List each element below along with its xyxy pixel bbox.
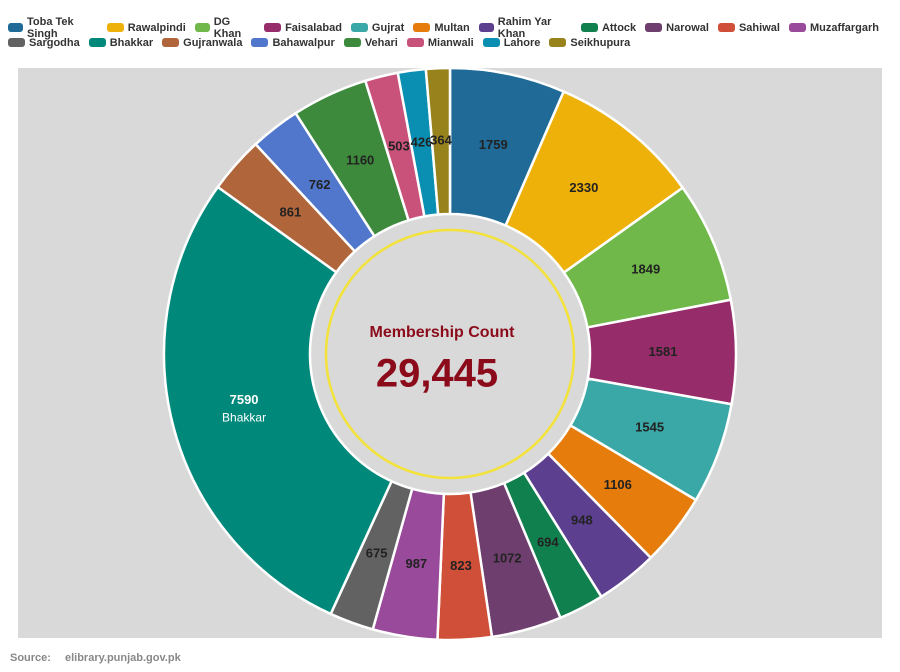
legend-swatch [88,38,106,47]
legend-item: Attock [580,21,637,34]
legend-swatch [717,23,735,32]
value-label: 1849 [631,261,660,276]
slice [424,66,452,216]
legend-label: Muzaffargarh [809,21,879,34]
legend-swatch [482,38,500,47]
legend-label: Bhakkar [109,36,154,49]
legend-swatch [350,23,368,32]
legend-label: Gujranwala [183,36,243,49]
value-label: 823 [450,558,472,573]
legend-swatch [788,23,806,32]
value-label: 987 [405,556,427,571]
legend-swatch [251,38,269,47]
legend-swatch [162,38,180,47]
value-label: 861 [280,204,302,219]
donut-hole [322,226,578,482]
value-label: 364 [430,133,452,148]
legend-swatch [549,38,567,47]
value-label: 694 [537,535,559,550]
legend-item: Seikhupura [549,37,630,49]
legend-row: Sargodha Bhakkar Gujranwala Bahawalpur Vehar… [8,35,888,50]
legend-swatch [8,23,23,32]
legend-item: Lahore [482,36,541,49]
value-label: 1160 [346,152,374,167]
legend-label: Mianwali [427,36,474,49]
legend-item: Faisalabad [264,22,342,34]
legend-swatch [645,23,663,32]
legend-label: Attock [601,21,637,34]
value-label: 2330 [569,180,598,195]
legend-label: Faisalabad [285,21,342,34]
source-text: elibrary.punjab.gov.pk [64,652,181,664]
legend-label: DG Khan [213,15,242,40]
legend-label: Rahim Yar Khan [497,15,552,40]
legend-label: Toba Tek Singh [26,15,74,40]
legend-label: Lahore [503,36,541,49]
legend-swatch [8,38,25,47]
legend-item: Muzaffargarh [788,21,879,34]
legend-item: Rahim Yar Khan [478,15,572,40]
legend-item: Rawalpindi [106,21,186,34]
legend-swatch [478,23,494,32]
value-label: 1072 [493,551,522,566]
value-label: 1545 [635,420,664,435]
center-value: 29,445 [376,352,498,396]
value-label: 675 [366,545,388,560]
legend-label: Seikhupura [570,36,631,49]
legend-swatch [106,23,124,32]
legend-item: Mianwali [406,36,474,49]
slices: 1759 2330 1849 1581 1545 1106 948 694 1072 823 987… [162,66,738,642]
legend-label: Bahawalpur [272,36,335,49]
legend-swatch [343,38,361,47]
legend: Toba Tek Singh Rawalpindi DG Khan Faisalaba… [8,16,888,50]
legend-label: Sargodha [29,36,80,49]
source-label: Source: [10,652,51,664]
legend-item: Sahiwal [717,21,780,34]
legend-item: Gujrat [350,21,405,34]
legend-swatch [264,23,282,32]
value-label: 426 [411,134,433,149]
legend-item: Bhakkar [88,36,154,49]
legend-item: Sargodha [8,37,80,49]
value-label: 1581 [649,344,678,359]
value-label: 948 [571,513,593,528]
legend-label: Sahiwal [738,21,780,34]
center-ring [324,228,576,480]
legend-swatch [413,23,431,32]
slice [162,185,394,616]
legend-row: Toba Tek Singh Rawalpindi DG Khan Faisalaba… [8,16,888,40]
center-title: Membership Count [370,324,516,341]
legend-label: Vehari [364,36,398,49]
legend-label: Rawalpindi [127,21,186,34]
legend-item: Bahawalpur [251,36,335,49]
legend-swatch [194,23,210,32]
legend-item: DG Khan [194,15,255,40]
legend-item: Vehari [343,36,398,49]
legend-item: Toba Tek Singh [8,16,98,40]
legend-item: Multan [413,21,470,34]
value-label: 7590 [230,392,259,407]
slice-category-label: Bhakkar [222,411,266,425]
value-label: 762 [309,177,331,192]
value-label: 503 [388,139,410,154]
legend-label: Gujrat [371,21,405,34]
legend-swatch [406,38,424,47]
value-label: 1106 [604,477,632,492]
value-label: 1759 [479,137,508,152]
legend-item: Gujranwala [162,37,242,49]
legend-label: Narowal [666,21,709,34]
source: Source: elibrary.punjab.gov.pk [10,652,195,664]
legend-label: Multan [434,21,470,34]
legend-item: Narowal [645,22,709,34]
legend-swatch [580,23,598,32]
